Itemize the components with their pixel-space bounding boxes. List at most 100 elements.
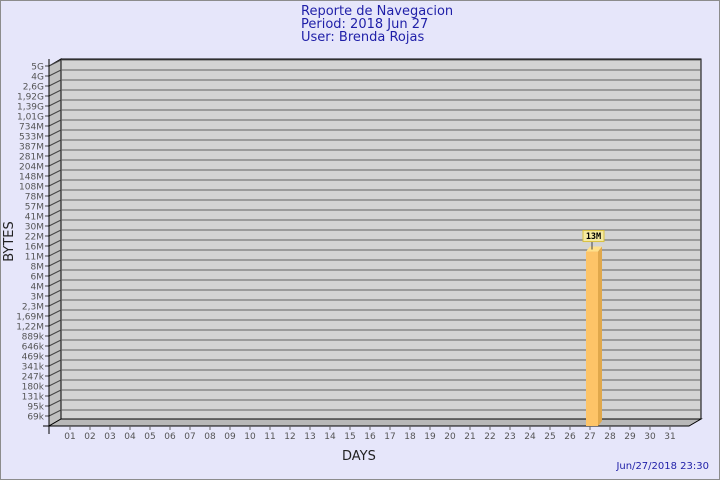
y-tick-label: 3M <box>31 293 45 303</box>
y-tick-skew <box>48 289 62 297</box>
x-tick-label: 12 <box>284 432 295 442</box>
y-tick-skew <box>48 389 62 397</box>
y-tick-skew <box>48 69 62 77</box>
chart-period: Period: 2018 Jun 27 <box>301 17 429 32</box>
y-tick-skew <box>48 409 62 417</box>
x-tick-label: 01 <box>64 432 75 442</box>
x-tick-label: 16 <box>364 432 376 442</box>
x-tick-label: 07 <box>184 432 195 442</box>
y-tick-skew <box>48 109 62 117</box>
bar-day-27 <box>586 251 598 426</box>
x-tick-label: 25 <box>544 432 555 442</box>
chart-user: User: Brenda Rojas <box>301 30 425 45</box>
y-tick-skew <box>48 79 62 87</box>
y-tick-label: 1,69M <box>16 313 44 323</box>
x-tick-label: 29 <box>624 432 636 442</box>
y-tick-label: 1,01G <box>17 113 44 123</box>
y-tick-skew <box>48 219 62 227</box>
y-tick-skew <box>48 209 62 217</box>
y-tick-label: 281M <box>19 153 44 163</box>
x-tick-label: 26 <box>564 432 576 442</box>
x-tick-label: 05 <box>144 432 155 442</box>
y-tick-label: 469k <box>22 353 45 363</box>
y-tick-skew <box>48 259 62 267</box>
x-tick-label: 23 <box>504 432 515 442</box>
bar-top-day-27 <box>586 246 602 252</box>
y-tick-skew <box>48 229 62 237</box>
y-tick-label: 108M <box>19 183 44 193</box>
y-tick-skew <box>48 89 62 97</box>
floor <box>47 418 703 427</box>
y-tick-label: 1,22M <box>16 323 44 333</box>
y-tick-skew <box>48 279 62 287</box>
y-tick-label: 2,6G <box>23 83 44 93</box>
x-tick-label: 08 <box>204 432 216 442</box>
x-tick-label: 27 <box>584 432 595 442</box>
y-tick-skew <box>48 249 62 257</box>
y-tick-skew <box>48 349 62 357</box>
y-tick-skew <box>48 269 62 277</box>
y-tick-label: 889k <box>22 333 45 343</box>
x-axis-label: DAYS <box>342 449 376 464</box>
y-tick-skew <box>48 239 62 247</box>
timestamp: Jun/27/2018 23:30 <box>616 461 709 472</box>
y-tick-skew <box>48 59 62 67</box>
y-tick-label: 646k <box>22 343 45 353</box>
y-tick-skew <box>48 339 62 347</box>
x-tick-label: 06 <box>164 432 176 442</box>
y-tick-skew <box>48 299 62 307</box>
x-tick-label: 17 <box>384 432 395 442</box>
y-tick-label: 4M <box>31 283 45 293</box>
y-tick-skew <box>48 399 62 407</box>
data-label-box <box>582 230 605 243</box>
y-tick-skew <box>48 359 62 367</box>
back-wall <box>60 58 702 420</box>
x-tick-label: 28 <box>604 432 616 442</box>
y-tick-label: 131k <box>22 393 45 403</box>
x-tick-label: 09 <box>224 432 236 442</box>
y-tick-label: 341k <box>22 363 45 373</box>
y-tick-label: 22M <box>25 233 44 243</box>
y-tick-label: 148M <box>19 173 44 183</box>
y-tick-label: 6M <box>31 273 45 283</box>
x-tick-label: 13 <box>304 432 315 442</box>
y-tick-skew <box>48 379 62 387</box>
y-tick-skew <box>48 119 62 127</box>
y-tick-label: 247k <box>22 373 45 383</box>
y-tick-skew <box>48 149 62 157</box>
chart-title: Reporte de Navegacion <box>301 4 454 19</box>
y-axis-label: BYTES <box>1 221 17 262</box>
x-tick-label: 04 <box>124 432 136 442</box>
y-tick-skew <box>48 309 62 317</box>
y-tick-skew <box>48 369 62 377</box>
data-label: 13M <box>586 232 601 242</box>
y-tick-label: 30M <box>25 223 44 233</box>
y-tick-label: 8M <box>31 263 45 273</box>
y-tick-label: 1,92G <box>17 93 44 103</box>
y-tick-label: 57M <box>25 203 44 213</box>
x-tick-label: 03 <box>104 432 115 442</box>
x-tick-label: 19 <box>424 432 436 442</box>
y-tick-skew <box>48 99 62 107</box>
y-tick-label: 11M <box>25 253 44 263</box>
x-tick-label: 10 <box>244 432 256 442</box>
y-tick-label: 180k <box>22 383 45 393</box>
x-tick-label: 02 <box>84 432 95 442</box>
x-tick-label: 20 <box>444 432 456 442</box>
bar-side-day-27 <box>598 246 602 426</box>
x-tick-label: 24 <box>524 432 536 442</box>
x-tick-label: 18 <box>404 432 416 442</box>
y-tick-skew <box>48 139 62 147</box>
y-tick-label: 533M <box>19 133 44 143</box>
y-tick-skew <box>48 329 62 337</box>
x-tick-label: 21 <box>464 432 475 442</box>
y-tick-label: 204M <box>19 163 44 173</box>
y-tick-label: 95k <box>27 403 44 413</box>
y-tick-label: 4G <box>31 73 44 83</box>
y-tick-label: 734M <box>19 123 44 133</box>
y-tick-label: 5G <box>31 63 44 73</box>
x-tick-label: 15 <box>344 432 355 442</box>
y-tick-skew <box>48 159 62 167</box>
